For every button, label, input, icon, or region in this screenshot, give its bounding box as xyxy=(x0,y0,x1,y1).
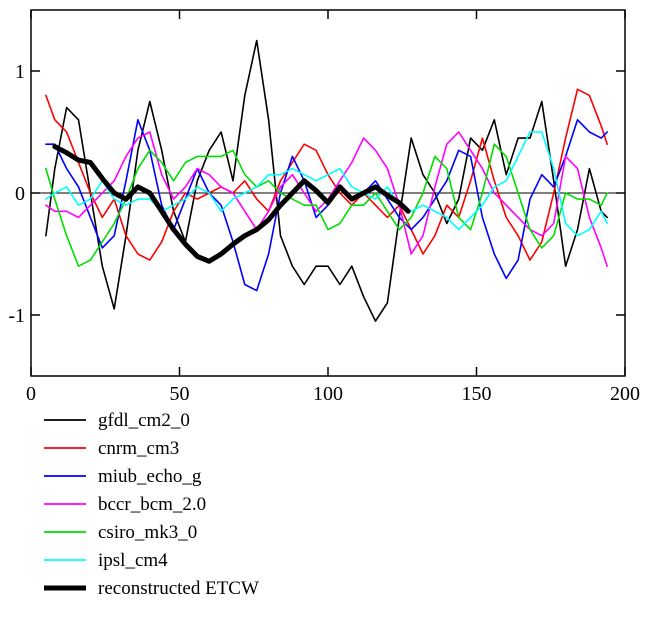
series-line-ipsl-cm4 xyxy=(45,131,609,237)
legend-label-cnrm-cm3: cnrm_cm3 xyxy=(98,438,179,459)
legend-label-miub-echo-g: miub_echo_g xyxy=(98,466,202,487)
series-line-reconstructed-etcw xyxy=(52,144,411,264)
axes: 0 50 100 150 200 1 0 -1 xyxy=(8,9,640,405)
y-tick-label: 0 xyxy=(15,183,25,205)
y-tick-label: -1 xyxy=(8,305,25,327)
legend-label-csiro-mk3-0: csiro_mk3_0 xyxy=(98,522,197,543)
plot-area xyxy=(31,39,625,322)
legend-label-gfdl-cm2-0: gfdl_cm2_0 xyxy=(98,410,190,431)
legend-label-bccr-bcm-2-0: bccr_bcm_2.0 xyxy=(98,494,206,515)
series-line-csiro-mk3-0 xyxy=(45,143,609,268)
x-tick-label: 150 xyxy=(462,383,492,405)
legend: gfdl_cm2_0 cnrm_cm3 miub_echo_g bccr_bcm_2.… xyxy=(44,410,259,599)
x-tick-label: 200 xyxy=(610,383,640,405)
y-tick-label: 1 xyxy=(15,61,25,83)
legend-label-ipsl-cm4: ipsl_cm4 xyxy=(98,550,168,571)
x-tick-label: 0 xyxy=(26,383,36,405)
series-line-gfdl-cm2-0 xyxy=(45,39,609,322)
legend-label-reconstructed-etcw: reconstructed ETCW xyxy=(98,578,259,599)
x-tick-label: 50 xyxy=(170,383,190,405)
x-tick-label: 100 xyxy=(313,383,343,405)
